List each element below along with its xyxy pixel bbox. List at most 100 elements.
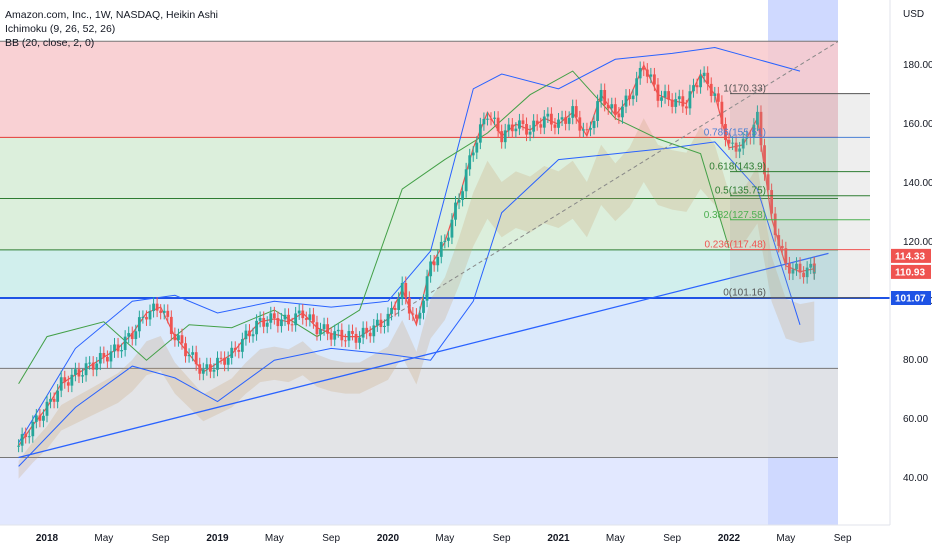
candle-body — [432, 261, 436, 266]
fib-level-label: 1(170.33) — [723, 84, 766, 95]
candle-body — [791, 269, 795, 274]
candle-body — [372, 325, 376, 337]
candle-body — [407, 297, 411, 314]
bb-legend[interactable]: BB (20, close, 2, 0) — [5, 37, 95, 49]
candle-body — [454, 202, 457, 220]
candle-body — [716, 93, 720, 102]
candles — [17, 61, 816, 453]
candle-body — [787, 263, 791, 274]
candle-body — [91, 362, 95, 370]
y-tick-label: 80.00 — [903, 355, 928, 366]
y-tick-label: 160.00 — [903, 119, 932, 130]
candle-body — [734, 142, 738, 152]
candle-body — [397, 298, 401, 310]
trend-line — [18, 252, 829, 459]
candle-body — [59, 377, 63, 391]
candle-body — [304, 318, 308, 320]
candle-body — [812, 263, 816, 266]
candle-body — [283, 314, 287, 320]
candle-body — [66, 382, 70, 386]
candle-body — [386, 313, 390, 326]
bb-lower-line — [18, 141, 801, 467]
candle-body — [141, 316, 145, 318]
candle-body — [681, 96, 685, 107]
candle-body — [684, 106, 688, 109]
price-tag-box — [891, 264, 931, 279]
candle-body — [347, 331, 351, 341]
candle-body — [464, 169, 468, 192]
candle-body — [297, 310, 301, 314]
candle-body — [695, 85, 699, 88]
candle-body — [120, 350, 123, 352]
fib-zone — [0, 249, 838, 298]
candle-body — [574, 106, 578, 118]
candle-body — [699, 76, 702, 88]
candle-body — [393, 307, 397, 310]
ichimoku-legend[interactable]: Ichimoku (9, 26, 52, 26) — [5, 23, 116, 35]
candle-body — [425, 276, 429, 301]
candle-body — [478, 124, 482, 143]
candle-body — [400, 282, 404, 299]
fib-level-label: 0(101.16) — [723, 288, 766, 299]
candle-body — [365, 327, 369, 333]
candle-body — [137, 317, 141, 332]
candle-body — [383, 325, 386, 328]
candle-body — [198, 364, 202, 374]
candle-body — [233, 347, 237, 351]
candle-body — [535, 120, 539, 125]
candle-body — [219, 357, 223, 359]
candle-body — [532, 120, 536, 132]
candle-body — [240, 339, 244, 352]
candle-body — [340, 329, 344, 341]
candle-body — [390, 307, 393, 314]
candle-body — [549, 113, 553, 125]
candle-body — [507, 124, 511, 131]
candle-body — [411, 313, 415, 315]
candle-body — [677, 96, 681, 100]
x-tick-label: 2021 — [547, 533, 570, 544]
x-tick-label: Sep — [663, 533, 681, 544]
ichimoku-cloud-fill — [18, 118, 815, 479]
candle-body — [702, 72, 706, 77]
candle-body — [635, 78, 639, 96]
x-tick-label: Sep — [152, 533, 170, 544]
candle-body — [546, 113, 550, 117]
candle-body — [358, 337, 361, 343]
candle-body — [95, 363, 99, 370]
candle-body — [24, 434, 28, 438]
x-tick-label: May — [94, 533, 113, 544]
candle-body — [404, 282, 408, 298]
candle-body — [20, 434, 24, 446]
candle-body — [155, 303, 159, 311]
candle-body — [471, 152, 475, 156]
candle-body — [354, 333, 358, 343]
candle-body — [738, 148, 742, 152]
candle-body — [415, 314, 418, 319]
candle-body — [518, 120, 521, 129]
x-tick-label: Sep — [493, 533, 511, 544]
candle-body — [191, 352, 195, 355]
candle-body — [336, 329, 340, 332]
candle-body — [777, 235, 781, 246]
candle-body — [571, 106, 575, 118]
x-tick-label: Sep — [834, 533, 852, 544]
candle-body — [709, 83, 713, 96]
candle-body — [798, 263, 802, 273]
candle-body — [692, 85, 695, 92]
fib-level-label: 0.382(127.58) — [704, 210, 766, 221]
candle-body — [706, 72, 710, 84]
candle-body — [489, 118, 493, 120]
candle-body — [645, 69, 649, 77]
fib-zone — [0, 137, 838, 250]
candle-body — [446, 237, 450, 241]
candle-body — [429, 261, 433, 277]
candle-body — [88, 362, 92, 364]
fib-retracement: 1(170.33) 0.786(155.51) 0.618(143.9) 0.5(13… — [704, 84, 870, 299]
candle-body — [599, 89, 603, 102]
x-tick-label: May — [606, 533, 625, 544]
candle-body — [638, 67, 642, 79]
candle-body — [45, 401, 49, 416]
candle-body — [251, 334, 255, 337]
